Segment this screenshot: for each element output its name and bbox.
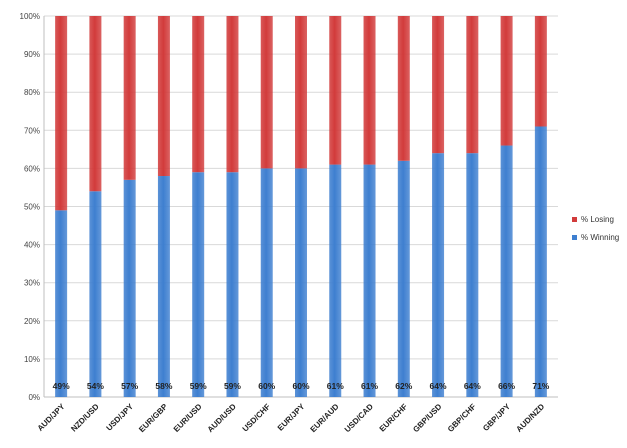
data-label: 62% [395, 381, 412, 391]
data-label: 64% [464, 381, 481, 391]
x-axis-categories: AUD/JPY NZD/USD USD/JPY EUR/GBP EUR/USD AUD/U… [36, 402, 547, 435]
bar-losing-usd-cad [363, 16, 376, 165]
bar-winning-usd-jpy [123, 179, 136, 397]
x-category-label: USD/JPY [105, 402, 136, 433]
bar-losing-eur-aud [329, 16, 342, 165]
bar-losing-eur-usd [192, 16, 205, 173]
legend-label: % Losing [581, 215, 614, 224]
y-tick-label: 60% [24, 164, 40, 173]
data-label: 71% [532, 381, 549, 391]
bar-losing-eur-chf [397, 16, 410, 161]
bar-losing-gbp-jpy [500, 16, 513, 146]
x-category-label: GBP/USD [411, 402, 443, 434]
x-category-label: EUR/CHF [378, 402, 410, 434]
bar-winning-eur-gbp [157, 176, 170, 397]
y-tick-label: 0% [28, 393, 40, 402]
bar-losing-nzd-usd [89, 16, 102, 192]
data-label: 60% [258, 381, 275, 391]
bar-winning-nzd-usd [89, 191, 102, 397]
y-tick-label: 70% [24, 126, 40, 135]
bar-winning-gbp-jpy [500, 145, 513, 397]
bars [55, 16, 547, 398]
data-label: 54% [87, 381, 104, 391]
bar-winning-eur-jpy [295, 168, 307, 397]
data-label: 61% [361, 381, 378, 391]
data-label: 61% [327, 381, 344, 391]
x-category-label: NZD/USD [69, 402, 101, 434]
legend-label: % Winning [581, 233, 619, 242]
y-tick-label: 20% [24, 317, 40, 326]
data-label: 66% [498, 381, 515, 391]
bar-losing-usd-jpy [123, 16, 136, 180]
data-label: 64% [430, 381, 447, 391]
bar-winning-usd-cad [363, 164, 376, 397]
bar-winning-aud-usd [226, 172, 239, 397]
y-tick-label: 10% [24, 355, 40, 364]
x-category-label: GBP/CHF [446, 402, 478, 434]
y-tick-label: 80% [24, 88, 40, 97]
legend-swatch [572, 217, 577, 222]
x-category-label: EUR/USD [172, 402, 204, 434]
x-category-label: EUR/AUD [309, 402, 341, 434]
x-category-label: AUD/USD [206, 402, 238, 434]
x-category-label: USD/CAD [343, 402, 375, 434]
bar-losing-aud-usd [226, 16, 239, 173]
bar-winning-gbp-usd [432, 153, 445, 397]
x-category-label: EUR/JPY [276, 402, 307, 433]
legend-swatch [572, 235, 577, 240]
bar-winning-eur-usd [192, 172, 205, 397]
y-tick-label: 40% [24, 241, 40, 250]
data-label: 59% [224, 381, 241, 391]
data-label: 58% [155, 381, 172, 391]
bar-winning-eur-chf [397, 160, 410, 397]
y-tick-label: 50% [24, 203, 40, 212]
data-label: 57% [121, 381, 138, 391]
bar-losing-aud-nzd [534, 16, 547, 127]
bar-losing-gbp-chf [466, 16, 479, 154]
x-category-label: EUR/GBP [137, 402, 170, 435]
bar-losing-eur-jpy [295, 16, 307, 169]
x-category-label: GBP/JPY [481, 402, 512, 433]
x-category-label: AUD/JPY [36, 402, 67, 433]
data-label: 49% [53, 381, 70, 391]
y-tick-label: 30% [24, 279, 40, 288]
x-category-label: USD/CHF [241, 402, 273, 434]
data-label: 60% [292, 381, 309, 391]
y-tick-label: 100% [20, 12, 40, 21]
bar-winning-aud-jpy [55, 210, 68, 397]
legend: % Losing % Winning [572, 215, 619, 242]
data-labels: 49% 54% 57% 58% 59% 59% 60% 60% 61% 61% 62% 64% 64% 6… [53, 381, 550, 391]
bar-losing-gbp-usd [432, 16, 445, 154]
bar-winning-eur-aud [329, 164, 342, 397]
bar-winning-aud-nzd [534, 126, 547, 398]
x-category-label: AUD/NZD [514, 402, 546, 434]
bar-losing-eur-gbp [157, 16, 170, 177]
bar-losing-aud-jpy [55, 16, 68, 211]
y-tick-label: 90% [24, 50, 40, 59]
data-label: 59% [190, 381, 207, 391]
bar-winning-gbp-chf [466, 153, 479, 397]
bar-losing-usd-chf [260, 16, 273, 169]
bar-winning-usd-chf [260, 168, 273, 397]
